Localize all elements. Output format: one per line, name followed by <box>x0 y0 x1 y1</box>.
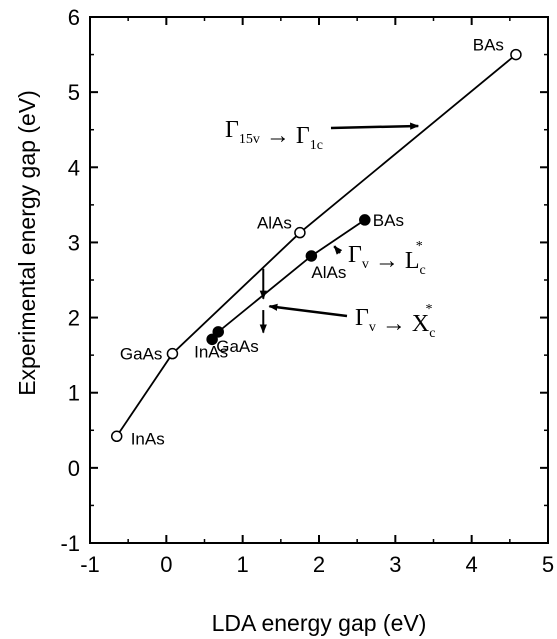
y-tick-label: 2 <box>68 306 80 331</box>
annotation-text: → <box>369 248 405 274</box>
point-label-gaas: GaAs <box>120 345 163 364</box>
annotation-arrow <box>333 245 343 255</box>
data-point-inas <box>206 333 218 346</box>
y-tick-label: 0 <box>68 456 80 481</box>
annotation-arrow <box>330 122 420 130</box>
point-label-bas: BAs <box>473 36 504 55</box>
annotation-arrow <box>268 303 348 318</box>
annotation-subscript: 1c <box>310 138 323 153</box>
annotation-label: Γv → Lc <box>348 242 426 278</box>
annotation-text: Γ <box>348 242 362 268</box>
point-label-bas: BAs <box>373 211 404 230</box>
y-tick-label: -1 <box>60 531 80 556</box>
point-label-gaas: GaAs <box>216 337 259 356</box>
annotation-label: Γv → Xc <box>355 305 435 341</box>
data-point-bas <box>359 214 371 226</box>
annotation-text: Γ <box>355 305 369 331</box>
series-line-1 <box>115 53 517 437</box>
annotation-subscript: c <box>420 263 426 278</box>
annotation-subscript: c <box>429 326 435 341</box>
annotation-text: L <box>405 248 420 274</box>
x-tick-label: 3 <box>389 552 401 577</box>
data-points <box>110 48 522 443</box>
annotation-label: Γ15v → Γ1c <box>225 117 323 153</box>
x-tick-label: 1 <box>237 552 249 577</box>
y-axis-title: Experimental energy gap (eV) <box>14 90 40 396</box>
series-lines <box>115 53 517 437</box>
point-label-alas: AlAs <box>311 263 346 282</box>
annotation-superscript: * <box>416 239 423 254</box>
point-label-alas: AlAs <box>257 214 292 233</box>
annotation-superscript: * <box>425 302 432 317</box>
data-point-alas <box>294 226 306 239</box>
x-tick-label: -1 <box>80 552 100 577</box>
data-point-alas <box>305 250 318 262</box>
y-tick-label: 4 <box>68 155 80 180</box>
y-tick-label: 5 <box>68 80 80 105</box>
point-label-inas: InAs <box>131 429 165 448</box>
x-tick-label: 5 <box>542 552 554 577</box>
annotation-subscript: v <box>362 257 369 272</box>
annotation-text: Γ <box>296 123 310 149</box>
y-tick-label: 3 <box>68 230 80 255</box>
annotation-subscript: 15v <box>239 132 260 147</box>
data-point-gaas <box>166 347 179 360</box>
annotation-text: X <box>412 311 429 337</box>
data-point-bas <box>510 48 522 61</box>
annotation-text: → <box>376 311 412 337</box>
annotation-subscript: v <box>369 320 376 335</box>
x-axis-title: LDA energy gap (eV) <box>212 610 427 636</box>
x-tick-label: 4 <box>466 552 478 577</box>
y-tick-label: 6 <box>68 5 80 30</box>
annotation-text: → <box>260 123 296 149</box>
point-label-inas: InAs <box>194 342 228 361</box>
x-tick-label: 0 <box>160 552 172 577</box>
y-tick-label: 1 <box>68 381 80 406</box>
axis-ticks: -1 0 1 2 3 4 5 -1 0 1 2 3 4 5 6 <box>60 5 554 577</box>
x-tick-label: 2 <box>313 552 325 577</box>
data-point-gaas <box>212 326 224 338</box>
data-point-inas <box>110 430 123 443</box>
annotation-text: Γ <box>225 117 239 143</box>
